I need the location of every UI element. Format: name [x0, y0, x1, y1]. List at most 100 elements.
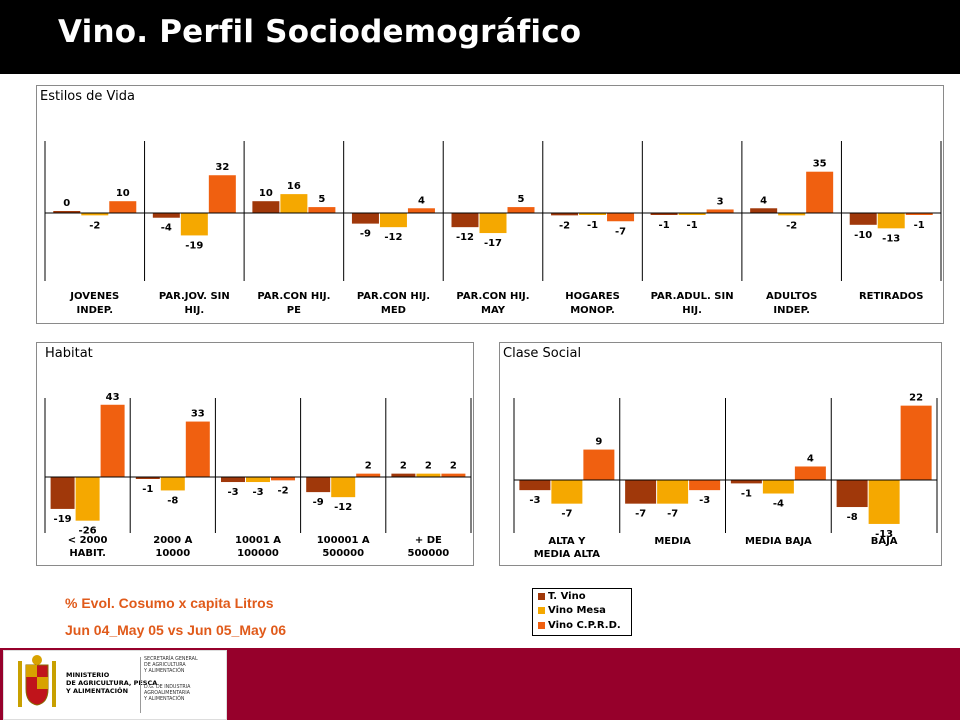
data-label: -19 — [54, 514, 72, 525]
bar-t-vino — [152, 213, 180, 218]
data-label: -1 — [142, 484, 153, 495]
category-label: MAY — [481, 305, 506, 316]
data-label: 33 — [191, 409, 205, 420]
bar-vino-mesa — [246, 477, 270, 483]
category-label: + DE — [415, 535, 442, 546]
bar-vino-mesa — [379, 213, 407, 228]
data-label: -10 — [854, 230, 872, 241]
data-label: -12 — [384, 232, 402, 243]
bar-vino-cprd — [407, 208, 435, 213]
data-label: -7 — [635, 509, 646, 520]
data-label: -3 — [699, 495, 710, 506]
data-label: -1 — [687, 220, 698, 231]
bar-t-vino — [306, 477, 331, 493]
data-label: 10 — [259, 188, 273, 199]
data-label: 5 — [518, 194, 525, 205]
category-label: 10000 — [155, 548, 190, 559]
data-label: -26 — [79, 526, 97, 537]
data-label: -1 — [914, 220, 925, 231]
chart-svg: -19 -26 43 < 2000 HABIT. -1 -8 33 2000 A 10000 -3 -… — [44, 392, 472, 559]
legend-label: Vino Mesa — [548, 605, 606, 616]
dg-name: D.G. DE INDUSTRIA AGROALIMENTARIA Y ALIM… — [144, 685, 190, 703]
bar-vino-cprd — [185, 421, 210, 477]
data-label: -1 — [741, 488, 752, 499]
category-label: INDEP. — [77, 305, 114, 316]
data-label: 3 — [717, 196, 724, 207]
bar-vino-mesa — [678, 213, 706, 215]
bar-vino-mesa — [657, 480, 689, 504]
data-label: -2 — [786, 220, 797, 231]
chart-clase-social: Clase Social -3 -7 9 ALTA Y MEDIA ALTA -7 -7 -3… — [499, 342, 942, 566]
category-label: MEDIA ALTA — [534, 549, 601, 560]
bar-t-vino — [252, 201, 280, 213]
data-label: 4 — [760, 195, 767, 206]
category-label: 500000 — [322, 548, 364, 559]
bar-vino-mesa — [280, 194, 308, 213]
bar-t-vino — [50, 477, 75, 509]
data-label: -2 — [559, 220, 570, 231]
chart-title: Estilos de Vida — [40, 89, 135, 104]
category-label: 100000 — [237, 548, 279, 559]
bar-vino-mesa — [579, 213, 607, 215]
category-label: PAR.JOV. SIN — [159, 291, 230, 302]
chart-legend: T. Vino Vino Mesa Vino C.P.R.D. — [532, 588, 632, 636]
bar-vino-cprd — [706, 209, 734, 213]
logo-text: SECRETARÍA GENERAL — [144, 657, 198, 662]
bar-vino-cprd — [441, 473, 466, 477]
data-label: -7 — [615, 226, 626, 237]
bar-vino-cprd — [806, 171, 834, 213]
category-label: PAR.CON HIJ. — [257, 291, 330, 302]
logo-text: Y ALIMENTACIÓN — [144, 697, 185, 702]
legend-item-vino-cprd: Vino C.P.R.D. — [538, 620, 621, 631]
chart-title: Habitat — [45, 346, 93, 361]
bar-vino-mesa — [762, 480, 794, 494]
category-label: MED — [381, 305, 406, 316]
ministry-logo: MINISTERIO DE AGRICULTURA, PESCA Y ALIME… — [3, 650, 227, 720]
category-label: 2000 A — [153, 535, 192, 546]
bar-vino-mesa — [479, 213, 507, 234]
logo-text: D.G. DE INDUSTRIA — [144, 685, 191, 690]
category-label: INDEP. — [773, 305, 810, 316]
category-label: HIJ. — [682, 305, 702, 316]
category-label: MONOP. — [570, 305, 615, 316]
data-label: 5 — [318, 194, 325, 205]
data-label: 4 — [418, 195, 425, 206]
ministry-name: MINISTERIO DE AGRICULTURA, PESCA Y ALIME… — [66, 671, 157, 695]
category-label: PE — [287, 305, 301, 316]
logo-text: Y ALIMENTACIÓN — [66, 687, 129, 695]
bar-vino-cprd — [356, 473, 381, 477]
bar-t-vino — [750, 208, 778, 213]
category-label: PAR.CON HIJ. — [357, 291, 430, 302]
legend-item-t-vino: T. Vino — [538, 591, 586, 602]
data-label: 2 — [400, 461, 407, 472]
bar-vino-cprd — [208, 175, 236, 213]
chart-svg: -3 -7 9 ALTA Y MEDIA ALTA -7 -7 -3 MEDIA -1 -4 4 MED… — [513, 393, 938, 560]
bar-t-vino — [650, 213, 678, 215]
legend-swatch — [538, 621, 545, 629]
data-label: -7 — [667, 509, 678, 520]
category-label: 500000 — [408, 548, 450, 559]
data-label: 2 — [450, 461, 457, 472]
data-label: -3 — [227, 487, 238, 498]
data-label: -2 — [277, 485, 288, 496]
data-label: 35 — [813, 159, 827, 170]
logo-text: DE AGRICULTURA — [144, 663, 186, 668]
data-label: 4 — [807, 453, 814, 464]
bar-vino-mesa — [778, 213, 806, 216]
category-label: ADULTOS — [766, 291, 817, 302]
bar-vino-mesa — [75, 477, 100, 521]
data-label: 9 — [595, 437, 602, 448]
category-label: HOGARES — [565, 291, 620, 302]
category-label: PAR.CON HIJ. — [456, 291, 529, 302]
legend-swatch — [538, 592, 545, 600]
logo-text: AGROALIMENTARIA — [144, 691, 190, 696]
data-label: -1 — [659, 220, 670, 231]
category-label: PAR.ADUL. SIN — [651, 291, 734, 302]
data-label: -3 — [529, 495, 540, 506]
bar-vino-cprd — [900, 405, 932, 480]
logo-text: Y ALIMENTACIÓN — [144, 669, 185, 674]
bar-t-vino — [849, 213, 877, 225]
page-title: Vino. Perfil Sociodemográfico — [58, 14, 582, 50]
bar-vino-mesa — [81, 213, 109, 216]
chart-habitat: Habitat -19 -26 43 < 2000 HABIT. -1 -8 33 2000 A… — [36, 342, 474, 566]
